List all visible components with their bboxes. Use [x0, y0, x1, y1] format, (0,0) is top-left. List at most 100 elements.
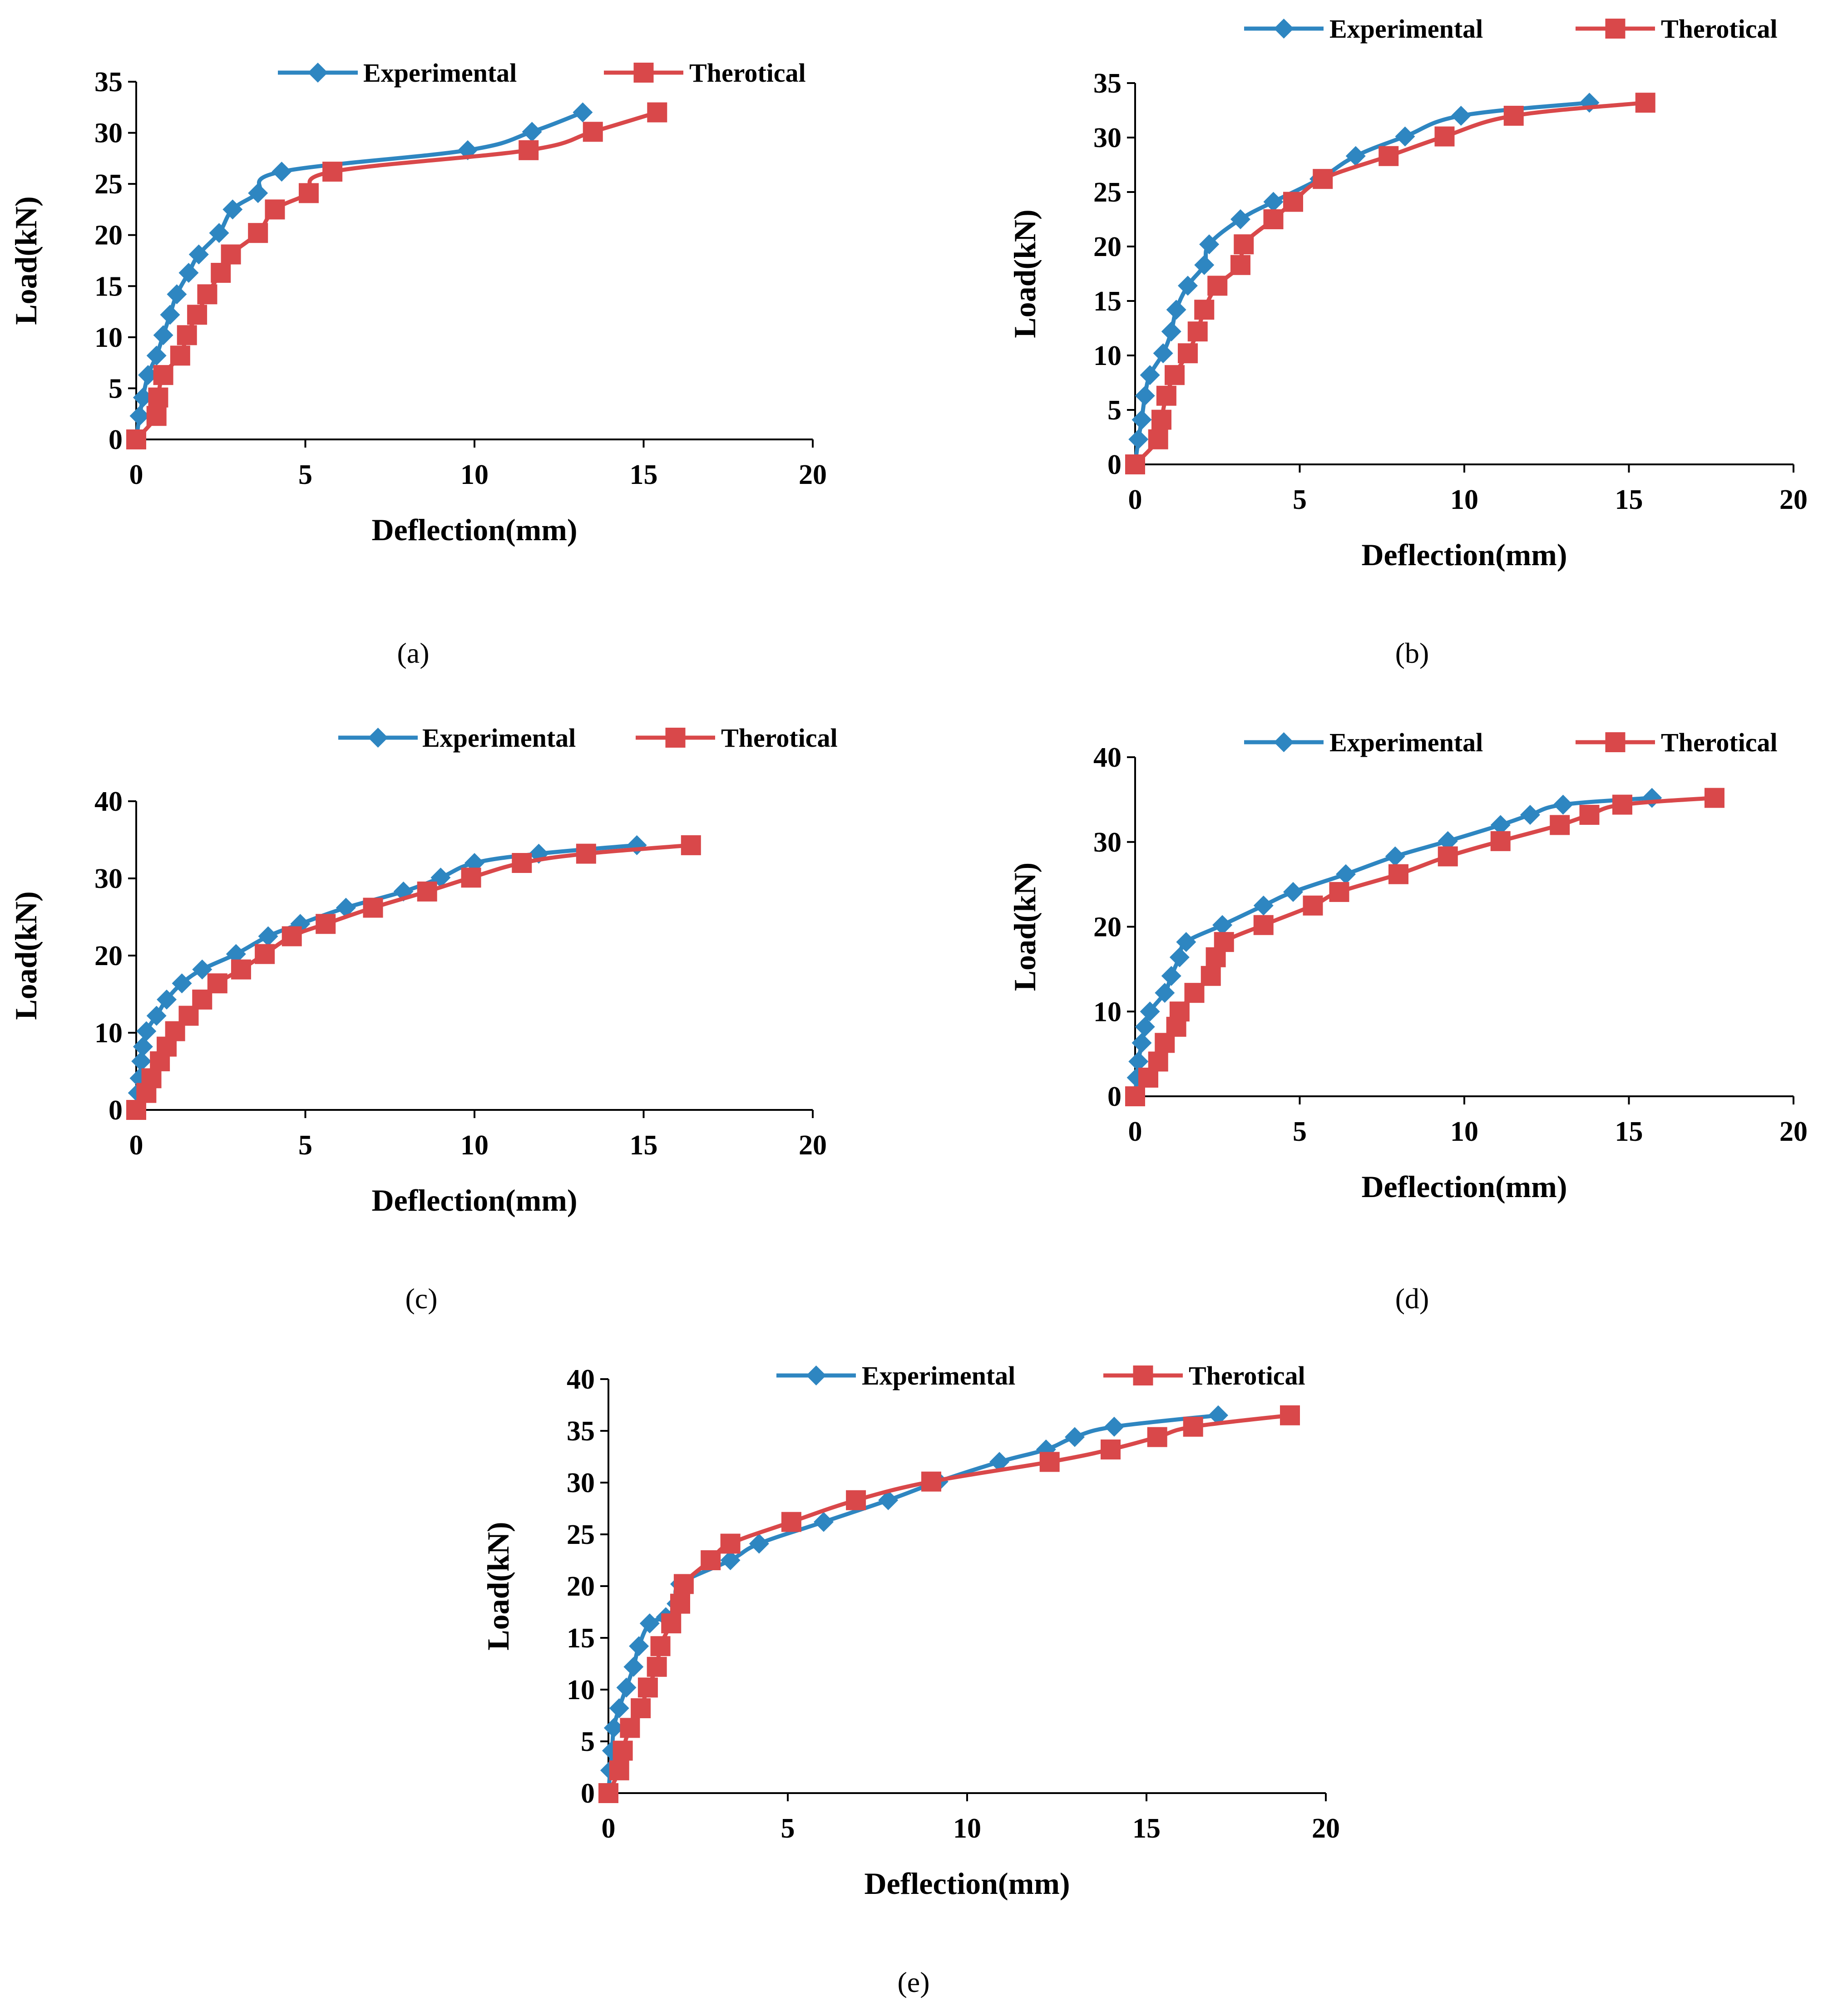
data-point-square [322, 162, 343, 182]
y-tick-label: 30 [1093, 827, 1122, 858]
data-point-diamond [1166, 300, 1186, 320]
legend-diamond-marker [308, 63, 328, 83]
data-point-diamond [226, 944, 246, 964]
legend-square-marker [1133, 1365, 1153, 1385]
data-point-square [211, 263, 231, 283]
data-point-diamond [1208, 1405, 1228, 1425]
y-tick-label: 0 [581, 1778, 595, 1809]
data-point-square [637, 1677, 658, 1698]
y-tick-label: 5 [109, 373, 123, 404]
data-point-diamond [157, 989, 177, 1010]
legend-diamond-marker [1274, 732, 1294, 752]
data-point-diamond [172, 973, 192, 994]
data-point-square [1230, 255, 1250, 275]
data-point-square [1125, 454, 1145, 474]
panel-caption: (a) [397, 637, 429, 669]
legend-label: Therotical [1189, 1361, 1305, 1390]
data-point-diamond [1438, 831, 1458, 851]
data-point-square [1169, 1001, 1190, 1022]
data-point-square [1214, 932, 1234, 952]
data-point-square [1039, 1452, 1060, 1472]
data-point-square [576, 843, 596, 864]
series-line [606, 1413, 1219, 1794]
x-axis-title: Deflection(mm) [371, 1183, 577, 1217]
x-tick-label: 15 [630, 459, 658, 490]
data-point-square [153, 365, 173, 385]
data-point-square [1148, 1051, 1168, 1072]
data-point-diamond [1520, 804, 1540, 825]
data-point-diamond [1131, 409, 1152, 430]
data-point-square [1207, 276, 1228, 296]
data-point-diamond [1135, 385, 1155, 406]
data-point-diamond [629, 1636, 649, 1656]
data-point-diamond [1642, 788, 1662, 808]
data-point-square [141, 1068, 162, 1089]
data-point-square [1280, 1405, 1300, 1425]
legend-square-marker [1605, 732, 1625, 752]
y-tick-label: 30 [94, 863, 123, 894]
data-point-diamond [1161, 321, 1181, 342]
data-point-diamond [1336, 864, 1356, 884]
data-point-square [1125, 1086, 1145, 1106]
x-tick-label: 5 [1293, 1116, 1307, 1147]
data-point-square [146, 406, 167, 426]
series-line [1133, 796, 1652, 1097]
data-point-diamond [133, 1036, 153, 1057]
data-point-square [1283, 192, 1303, 212]
legend-diamond-marker [806, 1365, 826, 1385]
y-axis-title: Load(kN) [9, 891, 43, 1020]
data-point-diamond [167, 284, 187, 305]
data-point-diamond [989, 1452, 1010, 1472]
panel-caption: (e) [897, 1966, 929, 1998]
data-point-square [1165, 365, 1185, 385]
data-point-diamond [248, 183, 268, 203]
x-tick-label: 5 [298, 459, 312, 490]
y-tick-label: 20 [94, 941, 123, 971]
x-tick-label: 5 [781, 1813, 795, 1844]
legend-label: Experimental [1329, 14, 1483, 44]
legend-label: Experimental [1329, 728, 1483, 757]
y-axis-title: Load(kN) [481, 1522, 515, 1650]
data-point-diamond [627, 835, 647, 855]
x-tick-label: 15 [630, 1130, 658, 1161]
y-tick-label: 30 [1093, 123, 1122, 153]
data-point-diamond [1451, 106, 1471, 126]
y-tick-label: 10 [567, 1675, 595, 1705]
data-point-diamond [146, 1006, 167, 1026]
data-point-diamond [1128, 1051, 1149, 1072]
data-point-square [316, 914, 336, 934]
data-point-square [701, 1550, 721, 1570]
x-tick-label: 10 [1450, 1116, 1478, 1147]
data-point-diamond [1199, 234, 1220, 255]
series-therotical [126, 102, 667, 449]
y-tick-label: 5 [581, 1726, 595, 1757]
data-point-diamond [1553, 794, 1573, 815]
series-experimental [1125, 93, 1600, 474]
data-point-square [298, 183, 319, 203]
data-point-diamond [138, 365, 158, 385]
data-point-square [170, 345, 190, 366]
data-point-diamond [1345, 146, 1366, 166]
x-tick-label: 0 [602, 1813, 616, 1844]
data-point-square [1151, 409, 1171, 430]
data-point-square [1194, 300, 1215, 320]
y-tick-label: 35 [94, 67, 123, 98]
chart-panel-b: 0 5 10 15 20 25 30 35 0 5 10 15 20 Deflection(mm) Load… [1008, 14, 1808, 669]
y-tick-label: 5 [1107, 395, 1122, 426]
legend: Experimental Therotical [338, 723, 838, 753]
y-tick-label: 25 [94, 169, 123, 200]
legend: Experimental Therotical [776, 1361, 1305, 1390]
data-point-square [1187, 321, 1208, 342]
series-therotical [126, 835, 701, 1120]
data-point-square [1183, 1416, 1203, 1437]
data-point-square [1635, 93, 1655, 113]
x-tick-label: 0 [1128, 484, 1142, 515]
x-tick-label: 15 [1132, 1813, 1161, 1844]
y-tick-label: 40 [94, 786, 123, 817]
data-point-square [197, 284, 217, 305]
panel-caption: (c) [405, 1282, 437, 1315]
data-point-diamond [1155, 983, 1175, 1003]
data-point-square [1503, 106, 1524, 126]
y-axis-title: Load(kN) [1008, 209, 1042, 338]
data-point-diamond [133, 387, 153, 408]
